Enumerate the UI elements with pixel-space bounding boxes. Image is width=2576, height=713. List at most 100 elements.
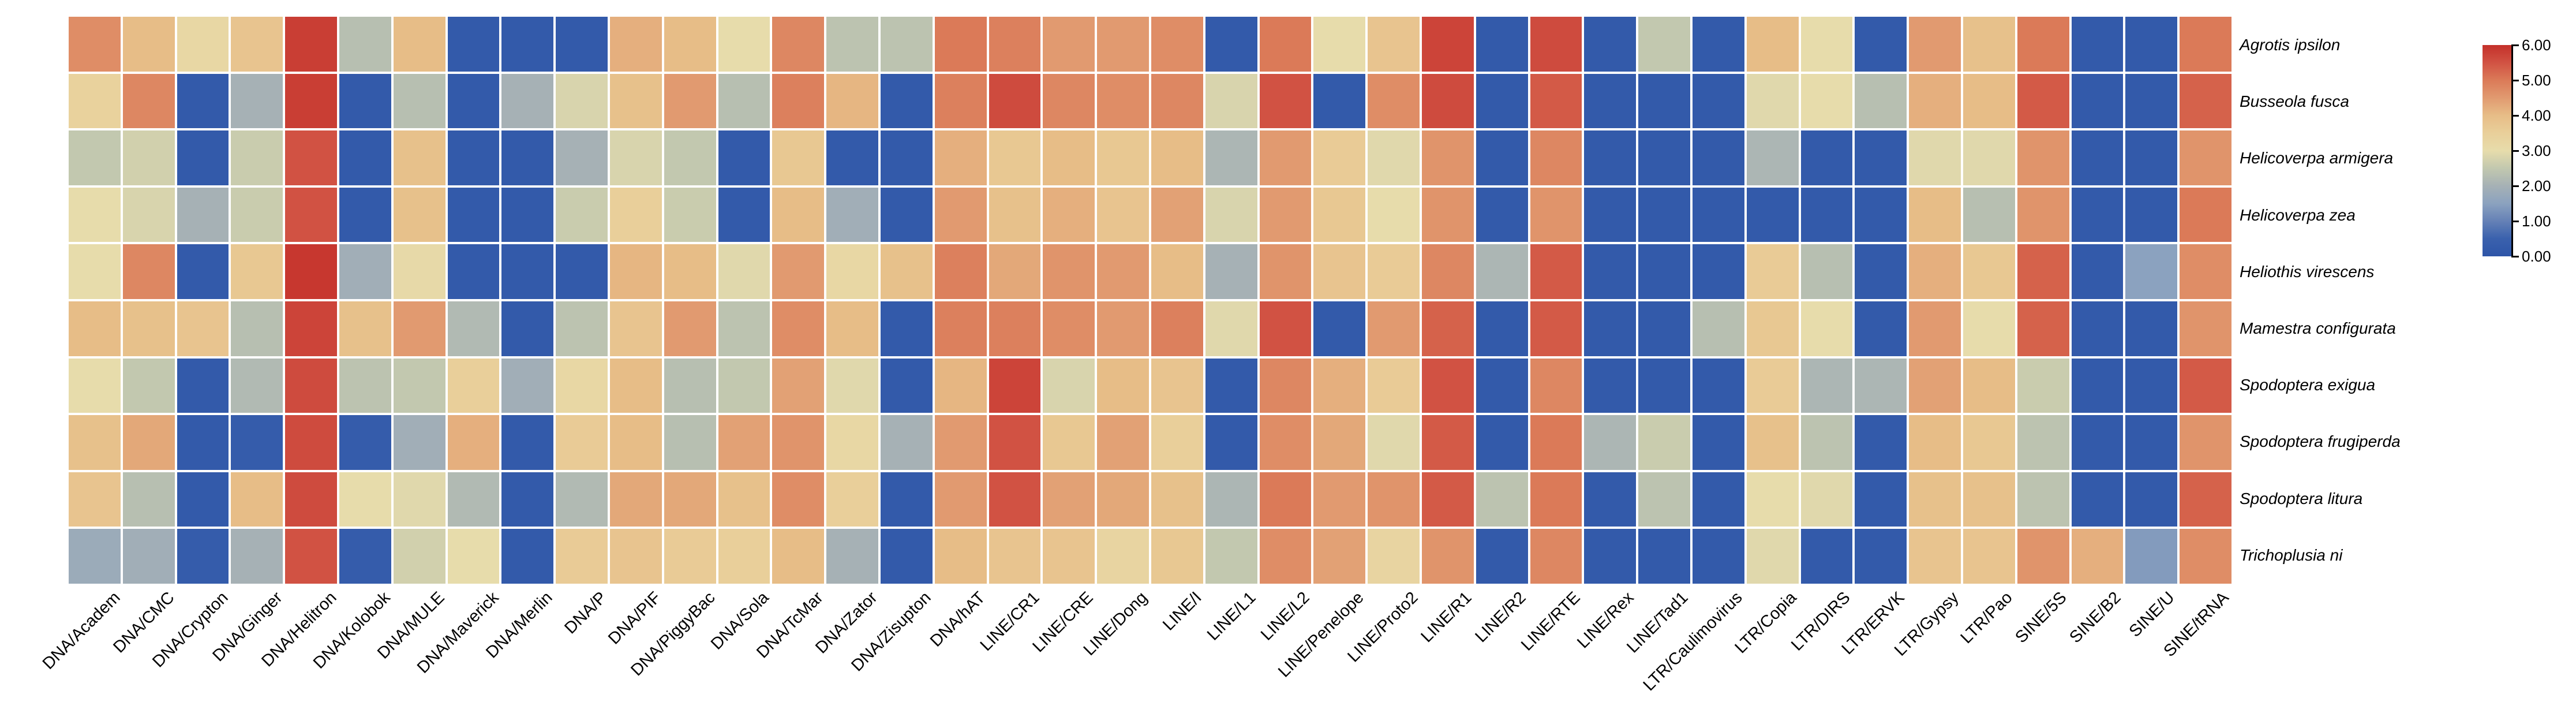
heatmap-cell bbox=[1909, 358, 1961, 413]
heatmap-cell bbox=[447, 244, 500, 299]
heatmap-cell bbox=[1963, 130, 2015, 185]
row-label: Spodoptera exigua bbox=[2240, 376, 2376, 394]
heatmap-cell bbox=[393, 130, 445, 185]
heatmap-cell bbox=[1909, 187, 1961, 242]
heatmap-cell bbox=[610, 301, 662, 356]
heatmap-cell bbox=[1151, 73, 1203, 129]
heatmap-cell bbox=[1368, 187, 1420, 242]
heatmap-cell bbox=[1368, 17, 1420, 72]
heatmap-cell bbox=[393, 415, 445, 470]
heatmap-cell bbox=[2071, 301, 2124, 356]
heatmap-cell bbox=[1476, 187, 1528, 242]
heatmap-cell bbox=[1259, 244, 1312, 299]
heatmap-cell bbox=[339, 187, 391, 242]
heatmap-cell bbox=[989, 17, 1041, 72]
heatmap-cell bbox=[1638, 301, 1690, 356]
heatmap-cell bbox=[339, 301, 391, 356]
heatmap-cell bbox=[1584, 17, 1637, 72]
heatmap-cell bbox=[231, 358, 283, 413]
heatmap-cell bbox=[934, 358, 987, 413]
heatmap-cell bbox=[1693, 415, 1744, 470]
heatmap-cell bbox=[934, 73, 987, 129]
heatmap-cell bbox=[122, 358, 175, 413]
heatmap-cell bbox=[1800, 415, 1853, 470]
heatmap-cell bbox=[664, 17, 716, 72]
heatmap-cell bbox=[1746, 130, 1799, 185]
heatmap-cell bbox=[2017, 17, 2069, 72]
colorbar-tick-label: 4.00 bbox=[2522, 107, 2551, 124]
heatmap-cell bbox=[1476, 73, 1528, 129]
heatmap-cell bbox=[447, 17, 500, 72]
heatmap-cell bbox=[1259, 358, 1312, 413]
heatmap-cell bbox=[610, 187, 662, 242]
heatmap-cell bbox=[447, 187, 500, 242]
heatmap-cell bbox=[1963, 415, 2015, 470]
heatmap-cell bbox=[1422, 415, 1474, 470]
heatmap-cell bbox=[989, 415, 1041, 470]
heatmap-cell bbox=[989, 529, 1041, 584]
heatmap-cell bbox=[1530, 17, 1582, 72]
heatmap-cell bbox=[285, 130, 337, 185]
heatmap-cell bbox=[1151, 187, 1203, 242]
heatmap-cell bbox=[934, 130, 987, 185]
heatmap-cell bbox=[177, 73, 229, 129]
heatmap-cell bbox=[1313, 130, 1366, 185]
heatmap-cell bbox=[664, 358, 716, 413]
heatmap-cell bbox=[2017, 130, 2069, 185]
heatmap-cell bbox=[69, 529, 121, 584]
heatmap-cell bbox=[1422, 187, 1474, 242]
heatmap-cell bbox=[1638, 130, 1690, 185]
heatmap-cell bbox=[177, 187, 229, 242]
heatmap-cell bbox=[1638, 529, 1690, 584]
heatmap-cell bbox=[1800, 301, 1853, 356]
row-label: Trichoplusia ni bbox=[2240, 546, 2343, 564]
heatmap-cell bbox=[989, 130, 1041, 185]
heatmap-cell bbox=[1043, 244, 1095, 299]
heatmap-cell bbox=[1909, 130, 1961, 185]
heatmap-cell bbox=[610, 244, 662, 299]
heatmap-cell bbox=[69, 301, 121, 356]
heatmap-cell bbox=[1855, 244, 1907, 299]
heatmap-cell bbox=[826, 415, 878, 470]
heatmap-cell bbox=[1313, 301, 1366, 356]
heatmap-cell bbox=[285, 17, 337, 72]
heatmap-cell bbox=[2017, 529, 2069, 584]
heatmap-cell bbox=[1638, 17, 1690, 72]
heatmap-cell bbox=[1693, 301, 1744, 356]
heatmap-cell bbox=[1476, 17, 1528, 72]
heatmap-cell bbox=[447, 472, 500, 527]
heatmap-cell bbox=[718, 529, 770, 584]
heatmap-cell bbox=[1313, 415, 1366, 470]
heatmap-cell bbox=[69, 415, 121, 470]
heatmap-cell bbox=[1476, 529, 1528, 584]
heatmap-cell bbox=[556, 472, 608, 527]
heatmap-cell bbox=[1151, 17, 1203, 72]
heatmap-cell bbox=[1097, 415, 1149, 470]
heatmap-cell bbox=[772, 301, 825, 356]
heatmap-cell bbox=[1909, 244, 1961, 299]
heatmap-cell bbox=[1746, 244, 1799, 299]
heatmap-cell bbox=[1530, 529, 1582, 584]
heatmap-cell bbox=[501, 529, 554, 584]
heatmap-cell bbox=[393, 301, 445, 356]
heatmap-cell bbox=[1963, 301, 2015, 356]
heatmap-cell bbox=[1693, 130, 1744, 185]
heatmap-cell bbox=[1476, 415, 1528, 470]
heatmap-cell bbox=[718, 358, 770, 413]
heatmap-cell bbox=[2125, 529, 2178, 584]
heatmap-cell bbox=[177, 529, 229, 584]
heatmap-cell bbox=[69, 472, 121, 527]
heatmap-cell bbox=[1693, 358, 1744, 413]
heatmap-cell bbox=[1097, 130, 1149, 185]
heatmap-cell bbox=[2180, 529, 2231, 584]
heatmap-cell bbox=[2071, 529, 2124, 584]
heatmap-cell bbox=[501, 301, 554, 356]
heatmap-cell bbox=[1800, 472, 1853, 527]
heatmap-cell bbox=[69, 73, 121, 129]
colorbar-tick bbox=[2511, 114, 2519, 117]
heatmap-cell bbox=[826, 187, 878, 242]
heatmap-cell bbox=[1422, 472, 1474, 527]
heatmap-cell bbox=[1259, 301, 1312, 356]
heatmap-cell bbox=[1097, 73, 1149, 129]
heatmap-cell bbox=[1422, 73, 1474, 129]
